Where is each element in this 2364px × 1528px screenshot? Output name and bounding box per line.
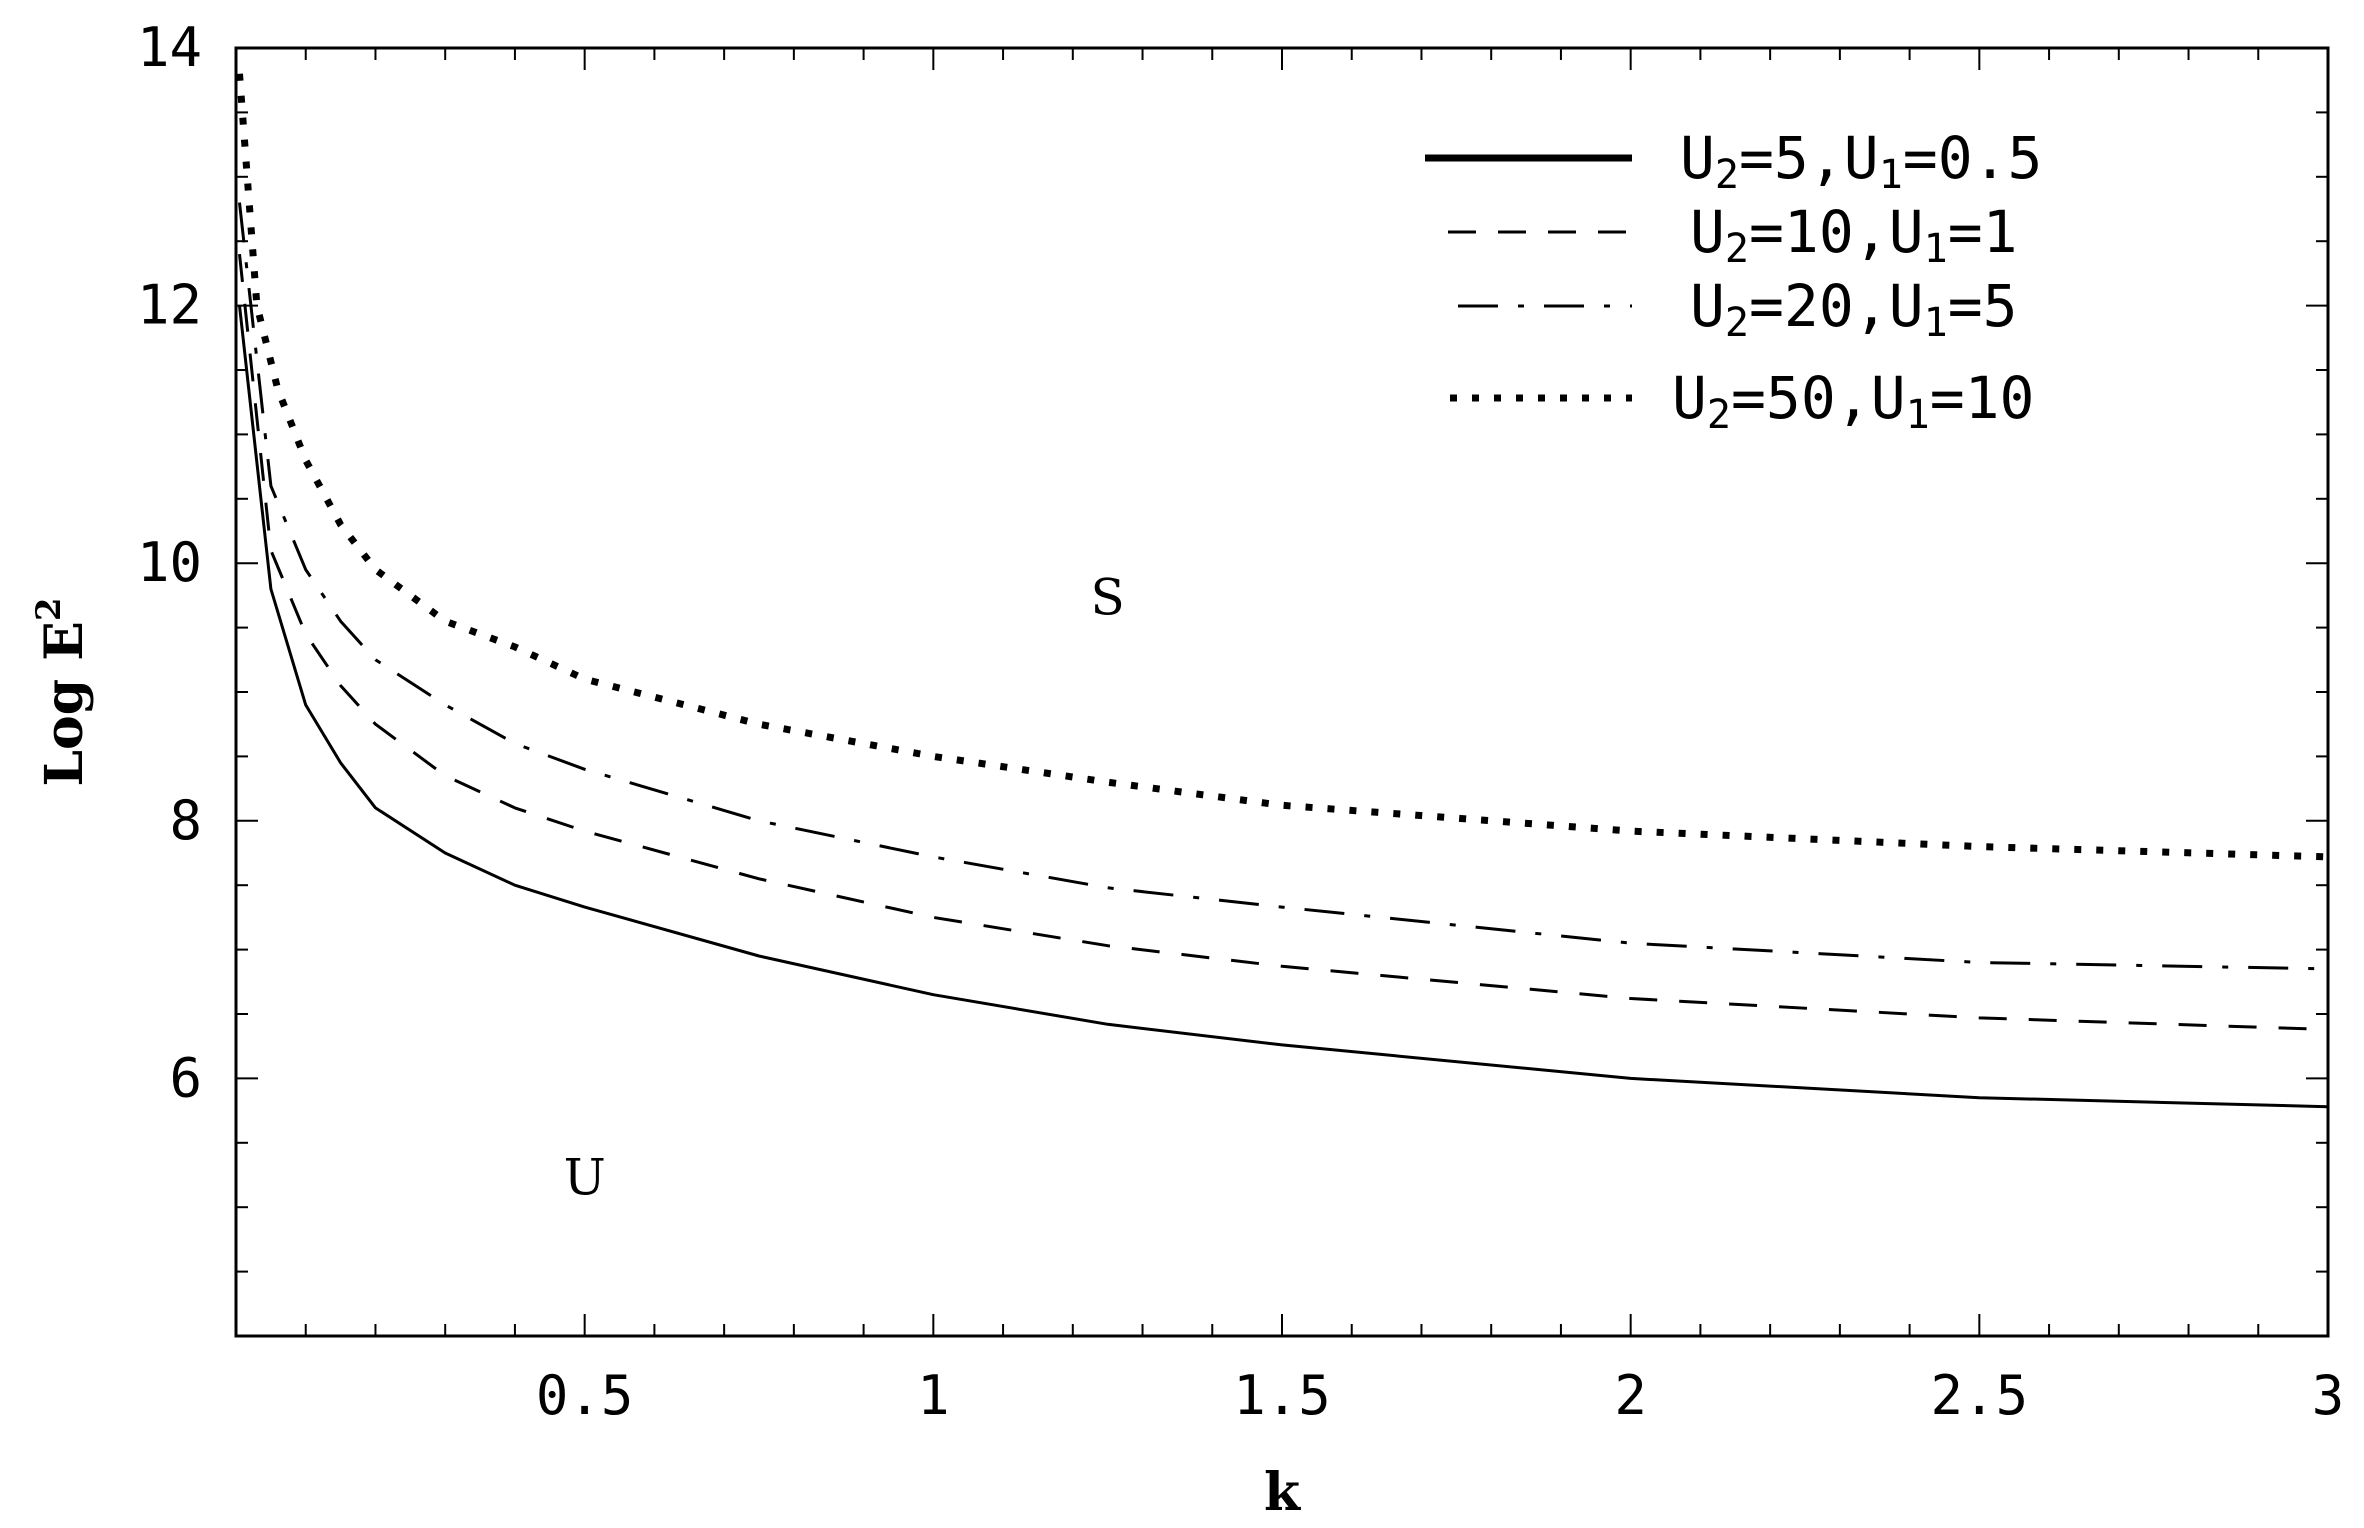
y-tick-label: 8 bbox=[169, 789, 202, 852]
legend-subscript: 2 bbox=[1715, 152, 1739, 198]
y-tick-label: 10 bbox=[137, 531, 202, 594]
legend-label-2: U2=10,U1=1 bbox=[1690, 198, 2018, 272]
legend-text-part: =1 bbox=[1948, 198, 2018, 266]
legend-text-part: =50,U bbox=[1731, 364, 1906, 432]
legend-text-part: =0.5 bbox=[1903, 124, 2043, 192]
legend-subscript: 2 bbox=[1707, 392, 1731, 438]
x-tick-label: 0.5 bbox=[536, 1364, 634, 1427]
legend-text-part: =20,U bbox=[1749, 272, 1924, 340]
x-tick-label: 1 bbox=[917, 1364, 950, 1427]
legend-text-part: U bbox=[1680, 124, 1715, 192]
x-axis-ticks: 0.5 1 1.5 2 2.5 3 bbox=[304, 48, 2345, 1427]
legend-subscript: 2 bbox=[1725, 226, 1749, 272]
y-tick-label: 6 bbox=[169, 1046, 202, 1109]
legend-text-part: U bbox=[1690, 272, 1725, 340]
x-tick-label: 1.5 bbox=[1233, 1364, 1331, 1427]
legend-text-part: =10,U bbox=[1749, 198, 1924, 266]
region-label-s: S bbox=[1091, 569, 1125, 627]
x-tick-label: 2.5 bbox=[1931, 1364, 2029, 1427]
y-axis-title-superscript: 2 bbox=[29, 597, 69, 621]
legend-subscript: 1 bbox=[1924, 226, 1948, 272]
legend-label-3: U2=20,U1=5 bbox=[1690, 272, 2018, 346]
legend: U2=5,U1=0.5U2=10,U1=1U2=20,U1=5U2=50,U1=… bbox=[1425, 124, 2042, 438]
region-label-u: U bbox=[564, 1148, 606, 1206]
x-tick-label: 3 bbox=[2312, 1364, 2345, 1427]
region-labels: SU bbox=[564, 569, 1125, 1207]
series-line-4 bbox=[236, 73, 2329, 861]
legend-text-part: =10 bbox=[1930, 364, 2035, 432]
series-line-1 bbox=[238, 305, 2329, 1109]
legend-text-part: =5 bbox=[1948, 272, 2018, 340]
x-axis-title: k bbox=[1264, 1462, 1301, 1523]
y-tick-label: 12 bbox=[137, 274, 202, 337]
series-line-2 bbox=[238, 253, 2329, 1031]
legend-subscript: 2 bbox=[1725, 300, 1749, 346]
legend-subscript: 1 bbox=[1906, 392, 1930, 438]
legend-subscript: 1 bbox=[1879, 152, 1903, 198]
legend-label-1: U2=5,U1=0.5 bbox=[1680, 124, 2042, 198]
legend-text-part: U bbox=[1672, 364, 1707, 432]
legend-text-part: =5,U bbox=[1739, 124, 1879, 192]
legend-label-4: U2=50,U1=10 bbox=[1672, 364, 2034, 438]
y-axis-title: Log E2 bbox=[29, 597, 95, 786]
x-tick-label: 2 bbox=[1614, 1364, 1647, 1427]
y-axis-title-base: Log E bbox=[34, 621, 95, 786]
legend-subscript: 1 bbox=[1924, 300, 1948, 346]
series-line-3 bbox=[238, 202, 2329, 971]
legend-text-part: U bbox=[1690, 198, 1725, 266]
y-tick-label: 14 bbox=[137, 16, 202, 79]
series-layer bbox=[236, 73, 2329, 1109]
